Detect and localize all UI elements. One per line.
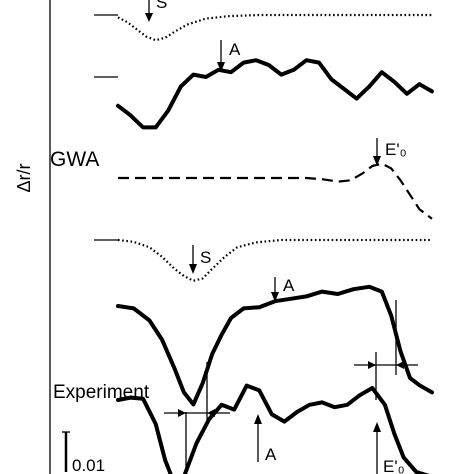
arrow-a-exp: A [254, 414, 277, 464]
annotation-label: E'₀ [385, 140, 407, 159]
scale-bar: 0.01 [62, 431, 105, 474]
annotation-label: A [265, 445, 277, 464]
series-line [118, 162, 433, 220]
arrow-s-bottom: S [189, 245, 211, 274]
series-line [116, 383, 430, 474]
section-label-gwa: GWA [50, 148, 99, 171]
series-line [117, 13, 432, 42]
shift-marker-left [164, 362, 230, 474]
arrow-a-2: A [271, 276, 295, 302]
arrow-e0-exp: E'₀ [373, 422, 405, 474]
scale-bar-label: 0.01 [72, 456, 105, 474]
arrow-a-1: A [217, 40, 241, 72]
series-line [116, 58, 434, 130]
annotation-label: A [283, 276, 295, 295]
annotation-label: E'₀ [383, 457, 405, 474]
annotation-label: S [156, 0, 167, 12]
arrow-e0-gwa: E'₀ [373, 138, 407, 166]
arrow-s-top: S [145, 0, 167, 22]
annotation-label: S [200, 248, 211, 267]
series-line [117, 238, 432, 282]
series-line [116, 284, 434, 407]
shift-marker-right [354, 300, 418, 400]
y-axis-label: Δr/r [14, 163, 34, 192]
annotation-label: A [229, 40, 241, 59]
